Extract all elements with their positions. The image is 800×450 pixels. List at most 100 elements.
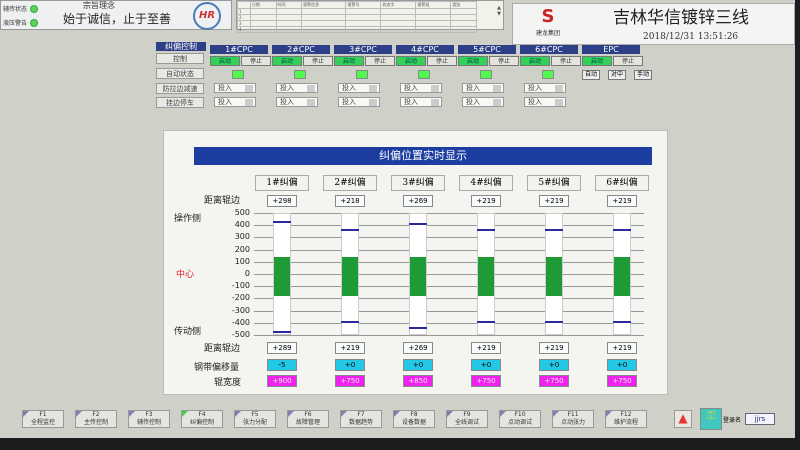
epc-mode-2[interactable]: 手动 <box>634 70 653 80</box>
start-button[interactable]: 启动 <box>458 56 488 66</box>
function-key-bar: ▲ ⚿ 登录名 jjrs F1 全程监控 F2 主传控制 F3 辅传控制 F4 纠偏控制 F5 张… <box>22 408 782 432</box>
fkey-label: 辅传控制 <box>136 419 161 426</box>
axis-tick-label: 200 <box>234 244 250 254</box>
control-title: 纠偏控制 <box>156 42 206 51</box>
alarm-scroll-buttons[interactable]: ▲ ▼ <box>497 5 501 17</box>
stop-button[interactable]: 停止 <box>489 56 519 66</box>
alarm-cell <box>415 26 452 33</box>
stop-button[interactable]: 停止 <box>613 56 643 66</box>
status-led-icon <box>30 18 39 27</box>
roll-width-value: +900 <box>267 375 297 387</box>
alarm-header: 报警组 <box>415 1 452 9</box>
strip-position-bar <box>545 213 563 335</box>
anti-edge-toggle[interactable]: 投入 <box>214 83 256 93</box>
fkey-f8[interactable]: F8 设备数据 <box>393 410 435 428</box>
fkey-f3[interactable]: F3 辅传控制 <box>128 410 170 428</box>
fkey-label: 全线调试 <box>454 419 479 426</box>
start-button[interactable]: 启动 <box>334 56 364 66</box>
anti-edge-toggle[interactable]: 投入 <box>276 83 318 93</box>
fkey-f5[interactable]: F5 张力分配 <box>234 410 276 428</box>
fkey-f7[interactable]: F7 数据趋势 <box>340 410 382 428</box>
alarm-bell-icon[interactable]: ▲ <box>674 410 692 428</box>
alarm-cell <box>301 26 347 33</box>
unit-header-5: 6#CPC <box>520 45 578 54</box>
strip-center-band <box>410 256 426 296</box>
fkey-f2[interactable]: F2 主传控制 <box>75 410 117 428</box>
grid-line <box>254 213 644 214</box>
stop-button[interactable]: 停止 <box>427 56 457 66</box>
key-icon[interactable]: ⚿ <box>700 408 722 430</box>
epc-mode-1[interactable]: 对中 <box>608 70 627 80</box>
stop-button[interactable]: 停止 <box>551 56 581 66</box>
roll-width-value: +750 <box>539 375 569 387</box>
fkey-f1[interactable]: F1 全程监控 <box>22 410 64 428</box>
edge-stop-toggle[interactable]: 投入 <box>338 97 380 107</box>
row-label-auto-status: 自动状态 <box>156 68 204 79</box>
fkey-f6[interactable]: F6 故障管理 <box>287 410 329 428</box>
toggle-label: 投入 <box>404 84 418 92</box>
motto-box: 辅传状态 液压警告 宗旨理念 始于诚信，止于至善 HR <box>0 0 232 30</box>
alarm-header <box>237 1 251 9</box>
toggle-label: 投入 <box>218 98 232 106</box>
label-center: 中心 <box>176 270 195 280</box>
dist-bottom-value: +219 <box>335 342 365 354</box>
stop-button[interactable]: 停止 <box>303 56 333 66</box>
toggle-label: 投入 <box>280 98 294 106</box>
stop-button[interactable]: 停止 <box>365 56 395 66</box>
offset-value: +0 <box>607 359 637 371</box>
anti-edge-toggle[interactable]: 投入 <box>338 83 380 93</box>
offset-value: +0 <box>539 359 569 371</box>
stop-button[interactable]: 停止 <box>241 56 271 66</box>
grid-line <box>254 274 644 275</box>
start-button[interactable]: 启动 <box>272 56 302 66</box>
fkey-f9[interactable]: F9 全线调试 <box>446 410 488 428</box>
edge-stop-toggle[interactable]: 投入 <box>462 97 504 107</box>
strip-center-band <box>342 256 358 296</box>
edge-stop-toggle[interactable]: 投入 <box>524 97 566 107</box>
fkey-f11[interactable]: F11 点动张力 <box>552 410 594 428</box>
cpc-control-panel: 纠偏控制 控制 自动状态 防拉边减速 挂边停车 1#CPC 启动 停止 投入 投入 2#C… <box>150 40 660 112</box>
fkey-key: F4 <box>198 411 206 418</box>
fkey-label: 点动张力 <box>560 419 585 426</box>
login-user-field[interactable]: jjrs <box>745 413 775 425</box>
strip-edge-marker <box>409 223 427 226</box>
epc-mode-0[interactable]: 自动 <box>582 70 601 80</box>
fkey-f12[interactable]: F12 维护流程 <box>605 410 647 428</box>
alarm-table[interactable]: 日期 时间 报警信息 报警号 状态字 报警组 类别 1 2 3 4 ▲ ▼ <box>236 0 504 33</box>
toggle-label: 投入 <box>528 98 542 106</box>
anti-edge-toggle[interactable]: 投入 <box>400 83 442 93</box>
fkey-f4[interactable]: F4 纠偏控制 <box>181 410 223 428</box>
fkey-f10[interactable]: F10 点动调试 <box>499 410 541 428</box>
deviation-panel: 纠偏位置实时显示 距离辊边 操作侧 中心 传动侧 距离辊边 钢带偏移量 辊宽度 … <box>163 130 668 395</box>
auto-status-indicator <box>418 70 430 79</box>
start-button[interactable]: 启动 <box>210 56 240 66</box>
fkey-key: F8 <box>410 411 418 418</box>
start-button[interactable]: 启动 <box>520 56 550 66</box>
axis-tick-label: -100 <box>231 281 250 291</box>
page-title: 吉林华信镀锌三线 <box>613 8 749 28</box>
edge-stop-toggle[interactable]: 投入 <box>400 97 442 107</box>
fkey-label: 维护流程 <box>613 419 638 426</box>
auto-status-indicator <box>542 70 554 79</box>
axis-tick-label: 400 <box>234 220 250 230</box>
edge-stop-toggle[interactable]: 投入 <box>276 97 318 107</box>
anti-edge-toggle[interactable]: 投入 <box>524 83 566 93</box>
start-button[interactable]: 启动 <box>396 56 426 66</box>
fkey-label: 故障管理 <box>295 419 320 426</box>
anti-edge-toggle[interactable]: 投入 <box>462 83 504 93</box>
strip-position-bar <box>341 213 359 335</box>
alarm-row[interactable]: 4 <box>237 26 477 33</box>
brand-name: 建龙集团 <box>535 30 560 37</box>
grid-line <box>254 335 644 336</box>
fkey-key: F12 <box>620 411 632 418</box>
unit-header-3: 4#CPC <box>396 45 454 54</box>
offset-value: +0 <box>403 359 433 371</box>
label-offset: 钢带偏移量 <box>194 363 240 373</box>
dist-bottom-value: +269 <box>403 342 433 354</box>
channel-header: 2#纠偏 <box>323 175 377 191</box>
start-button[interactable]: 启动 <box>582 56 612 66</box>
edge-stop-toggle[interactable]: 投入 <box>214 97 256 107</box>
alarm-cell <box>380 26 417 33</box>
axis-tick-label: -200 <box>231 293 250 303</box>
fkey-key: F2 <box>92 411 100 418</box>
